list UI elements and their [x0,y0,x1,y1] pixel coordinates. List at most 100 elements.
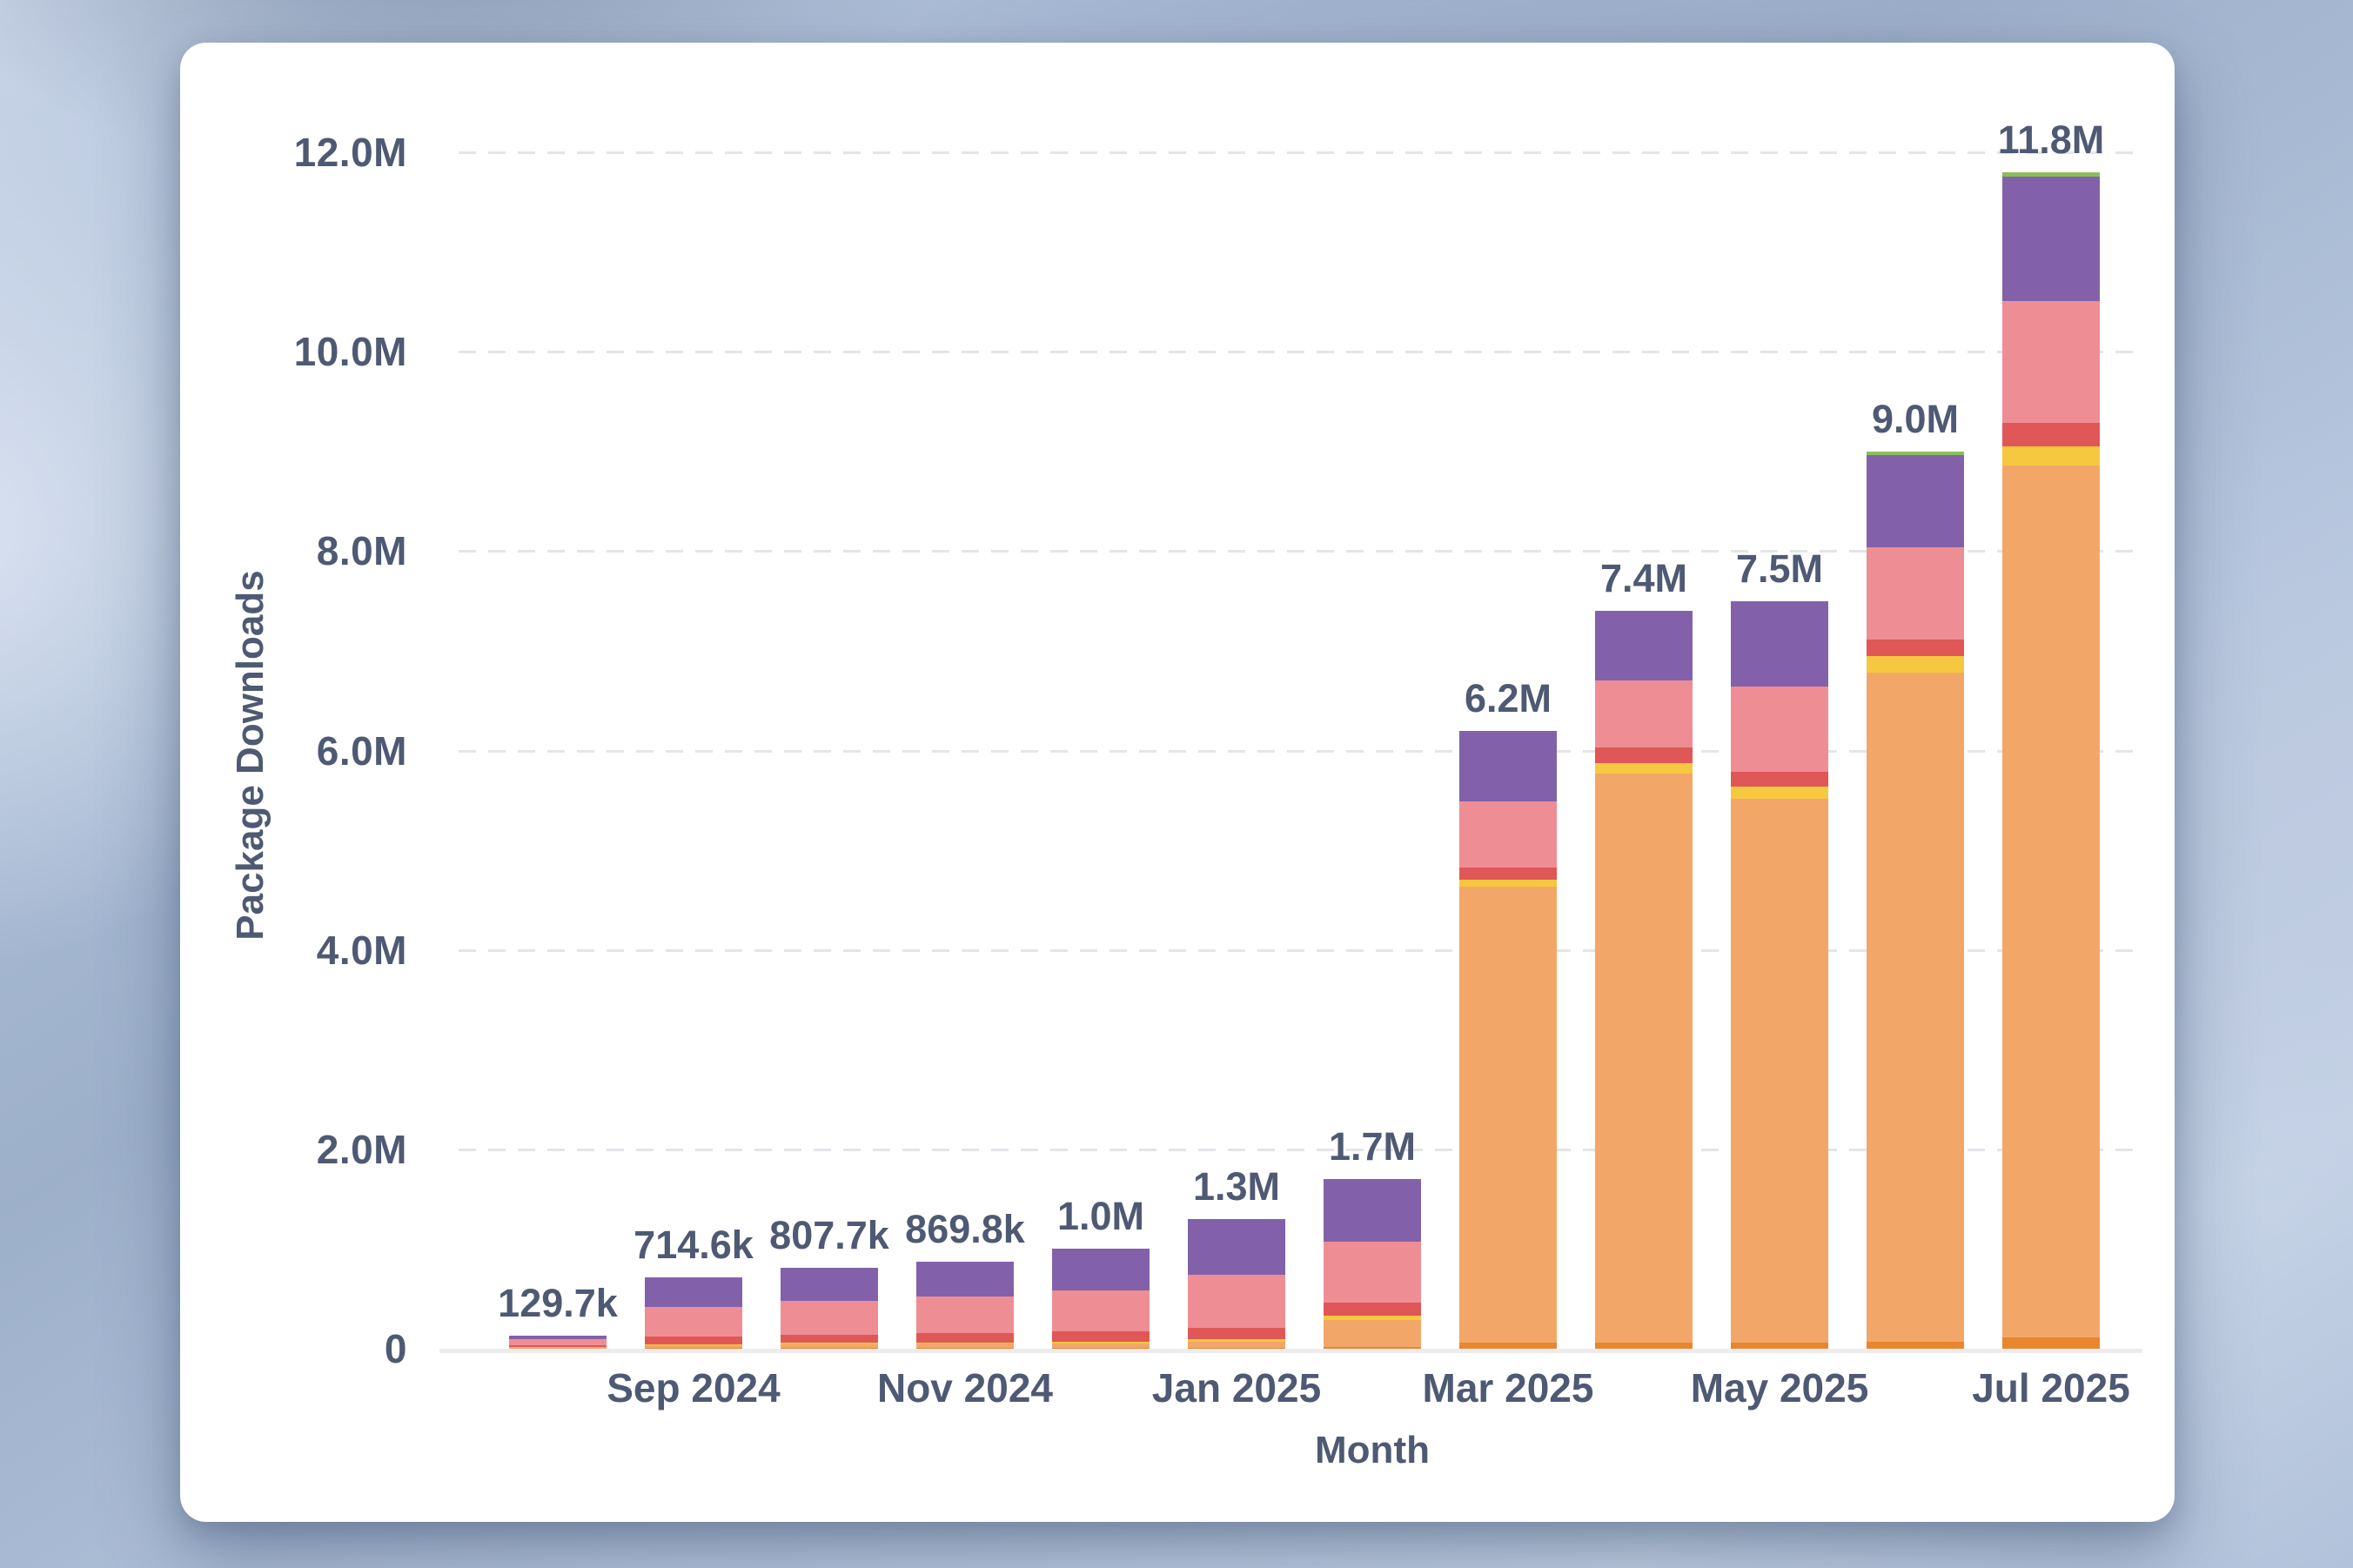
bar-segment-green[interactable] [1867,452,1964,455]
bar-segment-red[interactable] [1731,772,1828,787]
bar-total-label: 6.2M [1464,676,1552,720]
bar-segment-pink[interactable] [916,1297,1014,1333]
bar-segment-orange[interactable] [1188,1342,1285,1348]
x-axis-title: Month [1315,1429,1430,1471]
bar-segment-dark-orange[interactable] [1324,1347,1421,1349]
bar-segment-dark-orange[interactable] [645,1348,742,1349]
bar-jan-2025[interactable] [1188,1219,1285,1349]
bar-segment-orange[interactable] [916,1344,1014,1348]
bar-segment-red[interactable] [916,1333,1014,1343]
bar-segment-dark-orange[interactable] [1052,1348,1150,1349]
bar-segment-purple[interactable] [1052,1249,1150,1290]
bar-nov-2024[interactable] [916,1262,1014,1349]
bar-segment-dark-orange[interactable] [781,1348,878,1349]
bar-segment-red[interactable] [645,1337,742,1344]
bar-segment-yellow[interactable] [1324,1316,1421,1320]
bar-segment-yellow[interactable] [645,1344,742,1345]
bar-segment-green[interactable] [2002,172,2100,177]
bar-segment-orange[interactable] [1731,799,1828,1343]
bar-aug-2024[interactable] [509,1336,607,1349]
x-tick-label: Jul 2025 [1972,1365,2130,1411]
bar-segment-purple[interactable] [2002,177,2100,301]
bar-segment-pink[interactable] [781,1301,878,1335]
bar-segment-orange[interactable] [1459,887,1557,1343]
bar-segment-orange[interactable] [1052,1344,1150,1348]
bar-segment-yellow[interactable] [1595,763,1693,774]
bar-segment-dark-orange[interactable] [1188,1348,1285,1349]
bar-segment-orange[interactable] [1595,774,1693,1343]
bar-segment-pink[interactable] [509,1339,607,1345]
bar-total-label: 1.0M [1056,1194,1145,1238]
bar-may-2025[interactable] [1731,601,1828,1349]
bar-apr-2025[interactable] [1595,611,1693,1349]
bar-dec-2024[interactable] [1052,1249,1150,1349]
bar-segment-orange[interactable] [1324,1320,1421,1347]
bar-segment-dark-orange[interactable] [1595,1343,1693,1349]
bar-segment-purple[interactable] [1595,611,1693,680]
bar-segment-red[interactable] [1867,640,1964,656]
bar-segment-yellow[interactable] [916,1343,1014,1344]
bar-segment-pink[interactable] [1731,687,1828,772]
bar-sep-2024[interactable] [645,1277,742,1349]
bar-segment-orange[interactable] [781,1344,878,1348]
bar-segment-purple[interactable] [1188,1219,1285,1275]
bar-segment-pink[interactable] [2002,301,2100,423]
bar-segment-red[interactable] [2002,423,2100,446]
chart-card: Package Downloads Month 0 2.0M 4.0M 6.0M 8.0… [180,43,2175,1522]
bar-mar-2025[interactable] [1459,731,1557,1349]
bar-segment-red[interactable] [1459,868,1557,880]
bar-segment-pink[interactable] [645,1307,742,1337]
bar-segment-pink[interactable] [1324,1242,1421,1303]
bar-segment-pink[interactable] [1867,547,1964,640]
bar-segment-purple[interactable] [1731,601,1828,687]
bar-segment-red[interactable] [1052,1331,1150,1342]
bar-segment-orange[interactable] [1867,673,1964,1342]
bar-total-label: 1.7M [1328,1124,1417,1169]
bar-segment-yellow[interactable] [781,1343,878,1344]
bar-segment-pink[interactable] [1595,680,1693,747]
bar-segment-yellow[interactable] [2002,446,2100,466]
bar-segment-red[interactable] [1324,1303,1421,1316]
bar-oct-2024[interactable] [781,1268,878,1349]
bar-segment-purple[interactable] [1867,455,1964,547]
bar-segment-orange[interactable] [509,1347,607,1349]
x-axis-baseline [439,1349,2142,1353]
y-tick-label: 0 [384,1326,407,1371]
bar-segment-yellow[interactable] [1459,880,1557,887]
bar-segment-red[interactable] [509,1345,607,1347]
bar-total-label: 11.8M [1997,117,2105,162]
bar-segment-dark-orange[interactable] [916,1348,1014,1349]
bar-segment-dark-orange[interactable] [2002,1337,2100,1349]
bar-segment-red[interactable] [1188,1328,1285,1339]
bar-total-label: 869.8k [905,1207,1025,1251]
bar-segment-red[interactable] [781,1335,878,1343]
bar-segment-orange[interactable] [645,1345,742,1348]
bar-segment-dark-orange[interactable] [1867,1342,1964,1349]
bar-total-label: 9.0M [1871,397,1960,441]
x-tick-label: Nov 2024 [876,1365,1053,1411]
bar-segment-purple[interactable] [781,1268,878,1301]
bar-segment-orange[interactable] [2002,466,2100,1337]
bar-segment-pink[interactable] [1188,1275,1285,1328]
bar-segment-dark-orange[interactable] [1459,1343,1557,1349]
bar-segment-yellow[interactable] [1731,787,1828,799]
bar-feb-2025[interactable] [1324,1179,1421,1349]
bar-segment-yellow[interactable] [1052,1342,1150,1344]
bar-segment-purple[interactable] [916,1262,1014,1297]
bar-total-label: 129.7k [498,1281,618,1325]
bar-segment-purple[interactable] [645,1277,742,1307]
bar-segment-purple[interactable] [1324,1179,1421,1242]
bar-segment-purple[interactable] [1459,731,1557,801]
bar-jul-2025[interactable] [2002,172,2100,1349]
bar-segment-red[interactable] [1595,747,1693,763]
bar-segment-yellow[interactable] [1867,656,1964,673]
bar-segment-purple[interactable] [509,1336,607,1339]
bar-jun-2025[interactable] [1867,452,1964,1349]
bar-segment-pink[interactable] [1052,1290,1150,1331]
bar-segment-pink[interactable] [1459,801,1557,868]
bar-segment-yellow[interactable] [1188,1339,1285,1342]
bar-total-label: 7.5M [1735,546,1824,591]
x-tick-label: Jan 2025 [1151,1365,1322,1411]
bar-segment-dark-orange[interactable] [1731,1343,1828,1349]
y-tick-label: 12.0M [293,130,407,175]
